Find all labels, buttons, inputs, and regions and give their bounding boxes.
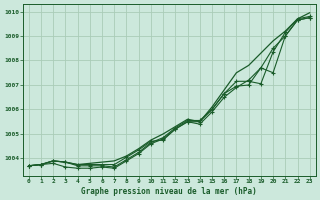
X-axis label: Graphe pression niveau de la mer (hPa): Graphe pression niveau de la mer (hPa) [81, 187, 257, 196]
